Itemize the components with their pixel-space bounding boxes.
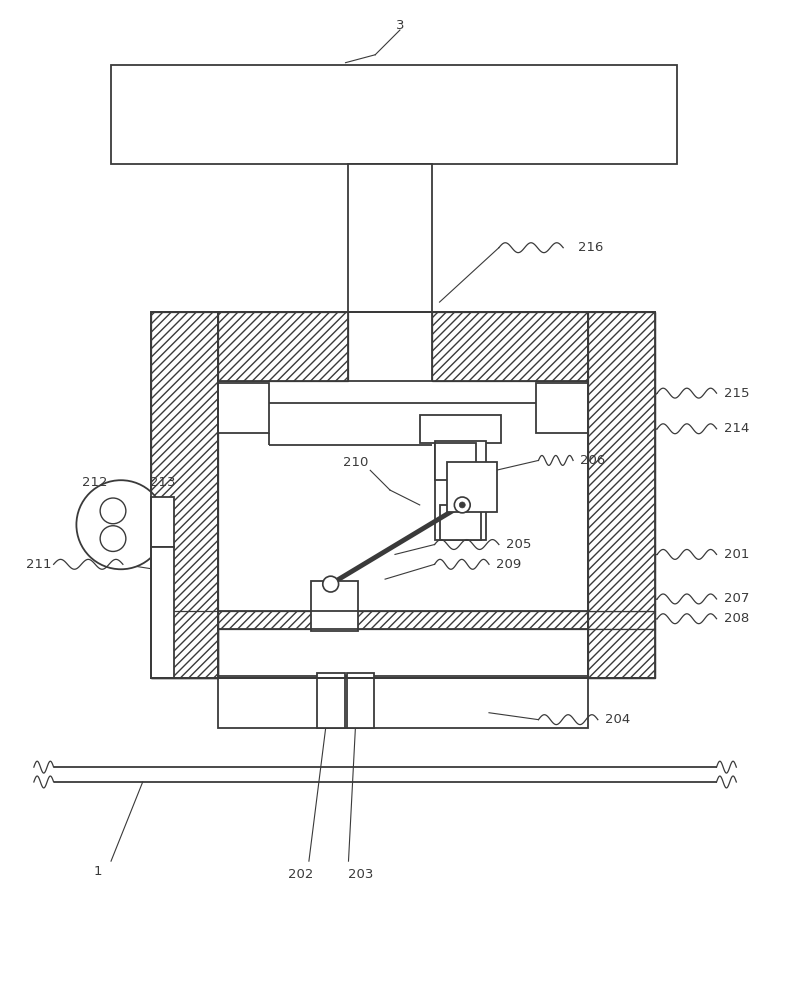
Bar (151, 629, 218, 678)
Bar (440, 505, 481, 540)
Bar (151, 611, 218, 678)
Circle shape (100, 498, 126, 524)
Bar (111, 65, 677, 164)
Text: 203: 203 (348, 868, 373, 881)
Text: 3: 3 (396, 19, 404, 32)
Text: 204: 204 (605, 713, 630, 726)
Text: 211: 211 (26, 558, 51, 571)
Circle shape (323, 576, 339, 592)
Bar (151, 312, 218, 678)
Bar (218, 312, 348, 381)
Text: 1: 1 (94, 865, 102, 878)
Bar (434, 441, 486, 540)
Bar (218, 312, 588, 678)
Text: 207: 207 (723, 592, 749, 605)
Text: 208: 208 (723, 612, 749, 625)
Text: 201: 201 (723, 548, 749, 561)
Bar (588, 312, 655, 611)
Bar (218, 676, 588, 728)
Bar (151, 312, 655, 678)
Circle shape (76, 480, 165, 569)
Bar (151, 547, 174, 678)
Bar (537, 383, 588, 433)
Circle shape (459, 502, 465, 508)
Bar (434, 443, 476, 480)
Circle shape (455, 497, 470, 513)
Bar (432, 312, 588, 381)
Text: 210: 210 (343, 456, 368, 469)
Text: 205: 205 (506, 538, 531, 551)
Text: 214: 214 (723, 422, 749, 435)
Bar (588, 611, 655, 629)
Text: 215: 215 (723, 387, 749, 400)
Text: 216: 216 (578, 241, 604, 254)
Text: 213: 213 (150, 476, 175, 489)
Bar (151, 497, 174, 547)
Bar (348, 164, 432, 312)
Bar (588, 312, 655, 678)
Text: 212: 212 (83, 476, 108, 489)
Circle shape (100, 526, 126, 551)
Text: 209: 209 (496, 558, 522, 571)
Bar (317, 673, 344, 728)
Bar (311, 581, 359, 631)
Bar (448, 462, 497, 512)
Bar (420, 415, 501, 443)
Bar (588, 629, 655, 678)
Bar (151, 312, 655, 678)
Bar (218, 611, 588, 629)
Bar (218, 383, 269, 433)
Bar (347, 673, 374, 728)
Text: 206: 206 (580, 454, 605, 467)
Text: 202: 202 (288, 868, 314, 881)
